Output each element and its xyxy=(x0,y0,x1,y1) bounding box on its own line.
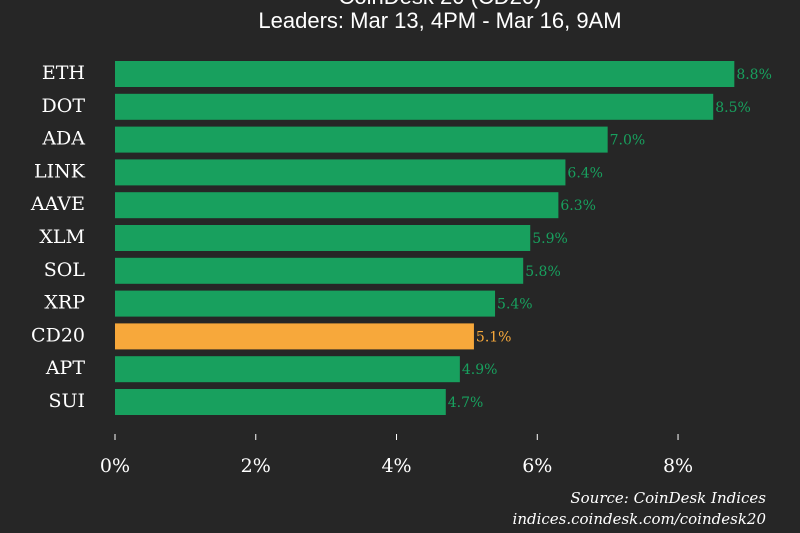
y-tick-label: XRP xyxy=(44,292,85,314)
value-label: 6.4% xyxy=(567,165,603,181)
value-label: 4.7% xyxy=(448,395,484,411)
bar xyxy=(115,192,559,219)
bar xyxy=(115,356,460,383)
chart-subtitle: Leaders: Mar 13, 4PM - Mar 16, 9AM xyxy=(258,8,621,33)
value-label: 7.0% xyxy=(610,133,646,149)
value-label: 6.3% xyxy=(560,198,596,214)
bar xyxy=(115,323,474,350)
x-tick-label: 8% xyxy=(663,455,693,477)
y-tick-label: SOL xyxy=(44,259,86,281)
value-label: 5.4% xyxy=(497,297,533,313)
bar xyxy=(115,93,714,120)
value-label: 8.8% xyxy=(736,67,772,83)
y-tick-label: ADA xyxy=(41,128,85,150)
x-tick-label: 6% xyxy=(522,455,552,477)
bar xyxy=(115,225,531,251)
bar xyxy=(115,290,496,317)
bar xyxy=(115,389,446,415)
value-label: 8.5% xyxy=(715,100,751,116)
y-tick-label: SUI xyxy=(48,390,85,412)
y-tick-label: ETH xyxy=(42,62,85,84)
value-label: 5.8% xyxy=(525,264,561,280)
value-label: 4.9% xyxy=(462,362,498,378)
bar xyxy=(115,159,566,186)
bar xyxy=(115,61,735,87)
y-tick-label: AAVE xyxy=(30,193,85,215)
x-tick-label: 4% xyxy=(381,455,411,477)
y-tick-label: CD20 xyxy=(31,324,85,346)
source: Source: CoinDesk Indices xyxy=(570,489,766,507)
x-tick-label: 2% xyxy=(241,455,271,477)
y-tick-label: LINK xyxy=(34,160,86,182)
chart-title: CoinDesk 20 (CD20) xyxy=(339,0,542,9)
x-tick-label: 0% xyxy=(100,455,130,477)
bar xyxy=(115,257,524,284)
source-url: indices.coindesk.com/coindesk20 xyxy=(513,510,767,528)
y-tick-label: DOT xyxy=(42,95,86,117)
y-tick-label: APT xyxy=(45,357,86,379)
value-label: 5.1% xyxy=(476,329,512,345)
bar xyxy=(115,126,608,153)
y-tick-label: XLM xyxy=(39,226,85,248)
value-label: 5.9% xyxy=(532,231,568,247)
